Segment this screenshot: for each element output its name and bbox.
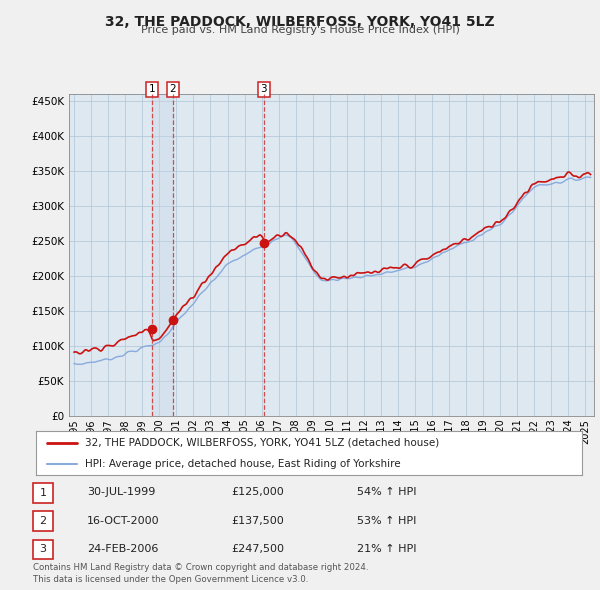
- Text: 3: 3: [40, 545, 46, 555]
- Text: £137,500: £137,500: [231, 516, 284, 526]
- Text: 32, THE PADDOCK, WILBERFOSS, YORK, YO41 5LZ: 32, THE PADDOCK, WILBERFOSS, YORK, YO41 …: [105, 15, 495, 29]
- Text: This data is licensed under the Open Government Licence v3.0.: This data is licensed under the Open Gov…: [33, 575, 308, 584]
- Text: Contains HM Land Registry data © Crown copyright and database right 2024.: Contains HM Land Registry data © Crown c…: [33, 563, 368, 572]
- Text: 53% ↑ HPI: 53% ↑ HPI: [357, 516, 416, 526]
- Text: 54% ↑ HPI: 54% ↑ HPI: [357, 487, 416, 497]
- Text: HPI: Average price, detached house, East Riding of Yorkshire: HPI: Average price, detached house, East…: [85, 459, 401, 469]
- Text: £247,500: £247,500: [231, 544, 284, 554]
- Text: 30-JUL-1999: 30-JUL-1999: [87, 487, 155, 497]
- Text: Price paid vs. HM Land Registry's House Price Index (HPI): Price paid vs. HM Land Registry's House …: [140, 25, 460, 35]
- Text: 2: 2: [169, 84, 176, 94]
- Text: 1: 1: [149, 84, 155, 94]
- Text: 21% ↑ HPI: 21% ↑ HPI: [357, 544, 416, 554]
- Text: 1: 1: [40, 488, 46, 498]
- Text: 32, THE PADDOCK, WILBERFOSS, YORK, YO41 5LZ (detached house): 32, THE PADDOCK, WILBERFOSS, YORK, YO41 …: [85, 438, 439, 448]
- Text: 24-FEB-2006: 24-FEB-2006: [87, 544, 158, 554]
- Text: 3: 3: [260, 84, 267, 94]
- Bar: [152, 94, 173, 416]
- Text: £125,000: £125,000: [231, 487, 284, 497]
- Text: 16-OCT-2000: 16-OCT-2000: [87, 516, 160, 526]
- Text: 2: 2: [40, 516, 46, 526]
